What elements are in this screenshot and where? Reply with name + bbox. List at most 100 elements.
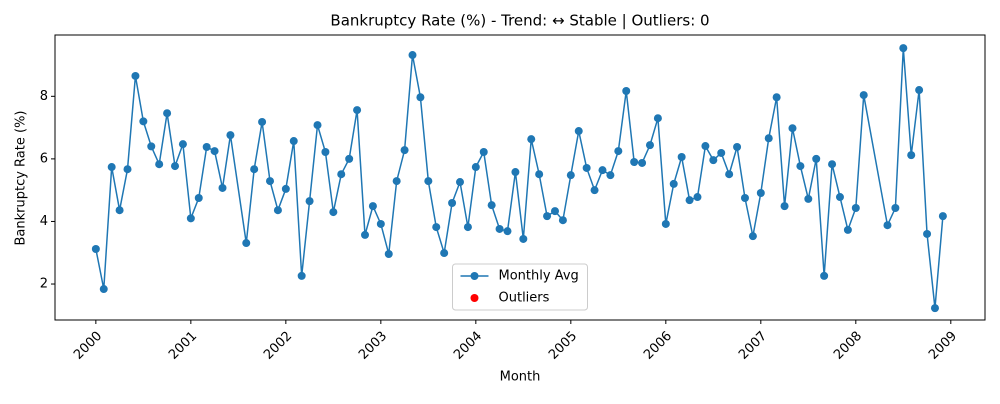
data-point (598, 166, 607, 175)
data-point (376, 219, 385, 228)
data-point (756, 188, 765, 197)
chart-title: Bankruptcy Rate (%) - Trend: ↔ Stable | … (330, 12, 709, 30)
data-point (337, 170, 346, 179)
data-point (471, 163, 480, 172)
data-point (463, 223, 472, 232)
data-point (91, 244, 100, 253)
data-point (511, 168, 520, 177)
y-tick-label: 6 (40, 151, 48, 166)
data-point (194, 193, 203, 202)
data-point (479, 148, 488, 157)
data-point (828, 160, 837, 169)
data-point (550, 207, 559, 216)
data-point (131, 71, 140, 80)
x-axis-label: Month (500, 370, 541, 385)
data-point (99, 285, 108, 294)
data-point (210, 147, 219, 156)
data-point (353, 106, 362, 115)
data-point (930, 304, 939, 313)
data-point (693, 193, 702, 202)
data-point (574, 127, 583, 136)
data-point (740, 193, 749, 202)
data-point (796, 162, 805, 171)
data-point (258, 117, 267, 126)
data-point (915, 86, 924, 95)
data-point (638, 158, 647, 167)
data-point (440, 249, 449, 258)
data-point (645, 141, 654, 150)
data-point (305, 197, 314, 206)
data-point (733, 142, 742, 151)
data-point (273, 206, 282, 215)
data-point (281, 184, 290, 193)
data-point (107, 163, 116, 172)
data-point (606, 171, 615, 180)
data-point (653, 114, 662, 123)
y-tick-label: 8 (40, 89, 48, 104)
y-tick-label: 4 (40, 214, 48, 229)
legend-label: Monthly Avg (499, 269, 579, 284)
data-point (891, 204, 900, 213)
data-point (329, 208, 338, 217)
data-point (677, 153, 686, 162)
data-point (487, 201, 496, 210)
data-point (289, 137, 298, 146)
data-point (851, 204, 860, 213)
plot-frame (54, 34, 986, 321)
data-point (226, 131, 235, 140)
data-point (202, 142, 211, 151)
data-point (171, 162, 180, 171)
data-point (669, 179, 678, 188)
data-point (163, 109, 172, 118)
data-point (218, 183, 227, 192)
legend-label: Outliers (499, 291, 550, 306)
y-axis-label: Bankruptcy Rate (%) (14, 111, 29, 246)
data-point (772, 93, 781, 102)
data-point (432, 223, 441, 232)
data-point (345, 154, 354, 163)
data-point (590, 186, 599, 195)
data-point (923, 229, 932, 238)
data-point (582, 163, 591, 172)
data-point (495, 224, 504, 233)
data-point (748, 232, 757, 241)
data-point (820, 271, 829, 280)
data-point (725, 170, 734, 179)
data-point (614, 147, 623, 156)
data-point (448, 198, 457, 207)
data-point (685, 196, 694, 205)
legend-marker (470, 272, 479, 280)
data-point (701, 142, 710, 151)
data-point (424, 177, 433, 186)
data-point (543, 212, 552, 221)
data-point (115, 206, 124, 215)
data-point (804, 194, 813, 203)
data-point (899, 44, 908, 53)
legend-marker (470, 294, 479, 302)
data-point (503, 227, 512, 236)
data-point (123, 165, 132, 174)
data-point (661, 219, 670, 228)
data-point (400, 146, 409, 155)
data-point (297, 271, 306, 280)
data-point (186, 214, 195, 223)
data-point (368, 202, 377, 211)
data-point (835, 193, 844, 202)
data-point (147, 142, 156, 151)
data-point (883, 221, 892, 230)
data-point (313, 121, 322, 130)
data-point (717, 148, 726, 157)
data-point (266, 177, 275, 186)
data-point (242, 239, 251, 248)
data-point (178, 140, 187, 149)
data-point (788, 124, 797, 133)
data-point (812, 154, 821, 163)
data-point (566, 171, 575, 180)
data-point (361, 230, 369, 239)
data-point (907, 151, 916, 160)
data-point (408, 51, 417, 60)
data-point (519, 234, 528, 243)
data-point (938, 212, 947, 221)
